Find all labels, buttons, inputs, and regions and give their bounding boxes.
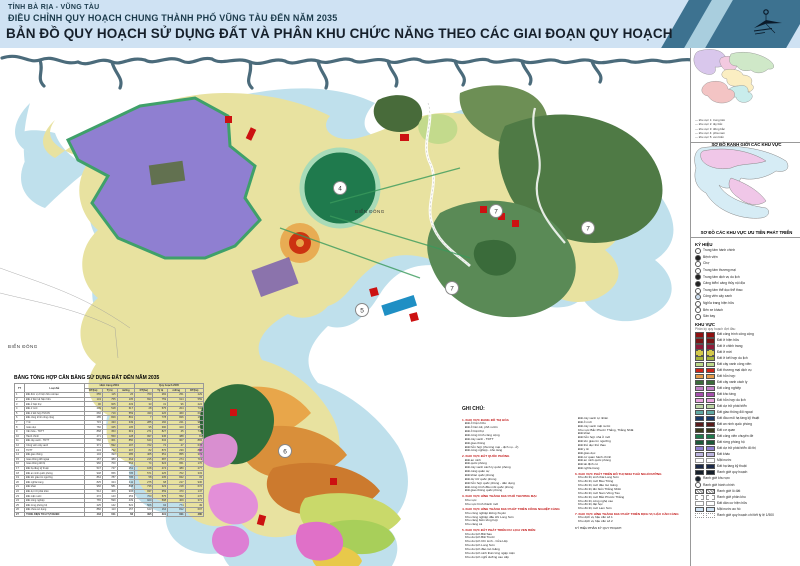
svg-text:4: 4 (338, 186, 342, 193)
svg-text:7: 7 (450, 286, 454, 293)
svg-text:5: 5 (360, 308, 364, 315)
svg-text:BIỂN ĐÔNG: BIỂN ĐÔNG (355, 208, 385, 214)
svg-text:7: 7 (586, 226, 590, 233)
svg-text:7: 7 (494, 209, 498, 216)
svg-text:6: 6 (283, 449, 287, 456)
svg-text:BIỂN ĐÔNG: BIỂN ĐÔNG (8, 343, 38, 349)
